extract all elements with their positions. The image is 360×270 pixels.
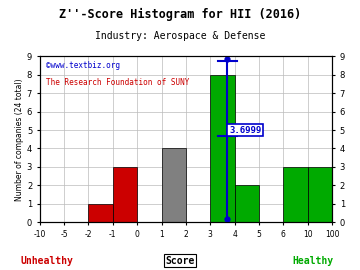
Bar	[210, 75, 235, 222]
Text: Score: Score	[165, 256, 195, 266]
Bar	[113, 167, 137, 222]
Bar	[162, 148, 186, 222]
Y-axis label: Number of companies (24 total): Number of companies (24 total)	[15, 78, 24, 201]
Text: 3.6999: 3.6999	[229, 126, 261, 134]
Text: The Research Foundation of SUNY: The Research Foundation of SUNY	[46, 78, 189, 87]
Bar	[308, 167, 332, 222]
Bar	[235, 185, 259, 222]
Text: ©www.textbiz.org: ©www.textbiz.org	[46, 61, 120, 70]
Bar	[89, 204, 113, 222]
Text: Unhealthy: Unhealthy	[21, 256, 73, 266]
Text: Z''-Score Histogram for HII (2016): Z''-Score Histogram for HII (2016)	[59, 8, 301, 21]
Text: Healthy: Healthy	[293, 256, 334, 266]
Text: Industry: Aerospace & Defense: Industry: Aerospace & Defense	[95, 31, 265, 41]
Bar	[283, 167, 308, 222]
